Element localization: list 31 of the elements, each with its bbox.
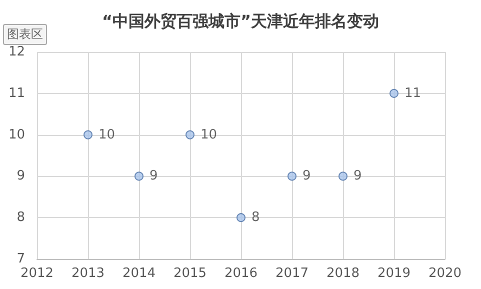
y-tick-label: 12 bbox=[8, 44, 25, 60]
point bbox=[186, 130, 194, 140]
data-label: 11 bbox=[404, 86, 422, 101]
x-tick-label: 2012 bbox=[20, 266, 54, 281]
y-tick-label: 7 bbox=[16, 252, 25, 266]
point bbox=[84, 130, 92, 140]
y-tick-label: 11 bbox=[8, 86, 25, 101]
y-tick-label: 8 bbox=[16, 210, 25, 226]
x-tick-label: 2019 bbox=[377, 266, 411, 281]
point bbox=[236, 213, 246, 222]
x-tick-label: 2014 bbox=[122, 266, 156, 281]
data-label: 9 bbox=[302, 168, 311, 184]
data-label: 10 bbox=[200, 127, 218, 142]
x-tick-label: 2015 bbox=[173, 266, 207, 281]
data-label: 8 bbox=[252, 210, 260, 226]
x-tick-label: 2017 bbox=[275, 266, 309, 281]
data-label: 9 bbox=[354, 168, 362, 184]
data-label: 10 bbox=[98, 127, 116, 142]
data-label: 9 bbox=[150, 168, 158, 184]
point bbox=[338, 172, 348, 181]
point bbox=[390, 88, 398, 98]
x-tick-label: 2013 bbox=[71, 266, 105, 281]
x-tick-label: 2018 bbox=[326, 266, 360, 281]
x-tick-label: 2016 bbox=[224, 266, 258, 281]
y-tick-label: 10 bbox=[8, 127, 25, 142]
text: 图表区 bbox=[3, 24, 47, 45]
chart-title: “中国外贸百强城市”天津近年排名变动 bbox=[102, 12, 380, 30]
x-tick-label: 2020 bbox=[428, 266, 462, 281]
y-tick-label: 9 bbox=[16, 168, 25, 184]
point bbox=[134, 172, 144, 181]
point bbox=[288, 172, 296, 181]
